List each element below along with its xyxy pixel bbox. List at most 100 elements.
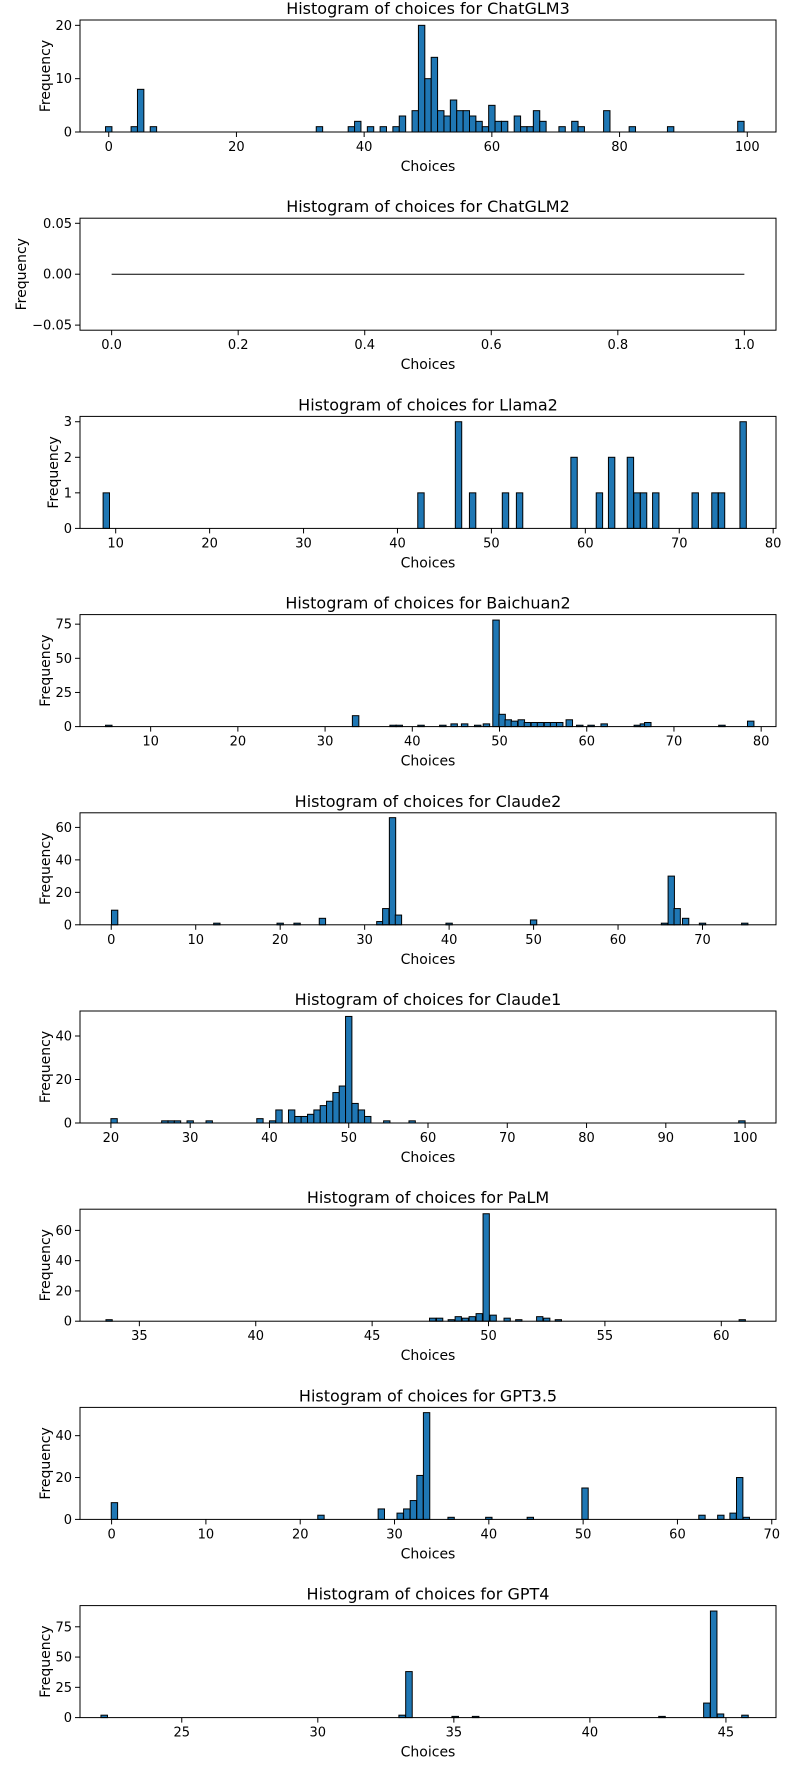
- histogram-bar: [294, 1115, 302, 1124]
- x-tick-label: 30: [182, 1131, 199, 1146]
- axes-frame: [79, 415, 777, 529]
- x-axis-label: Choices: [401, 1745, 456, 1761]
- x-tick-label: 70: [763, 1527, 780, 1542]
- histogram-bar: [382, 908, 390, 926]
- histogram-bar: [307, 1113, 315, 1124]
- histogram-bar: [498, 713, 506, 728]
- y-tick-label: 40: [55, 853, 72, 868]
- x-tick-label: 20: [103, 1131, 120, 1146]
- histogram-bar: [357, 1109, 366, 1124]
- histogram-bar: [501, 492, 510, 529]
- histogram-bar: [639, 492, 648, 529]
- histogram-bar: [318, 917, 327, 926]
- x-tick-label: 80: [753, 735, 770, 750]
- histogram-bar: [595, 492, 604, 529]
- histogram-bar: [536, 722, 545, 728]
- x-tick-label: 30: [317, 735, 334, 750]
- histogram-bar: [424, 78, 432, 133]
- y-tick-label: 40: [55, 1429, 72, 1444]
- chart-panel-4: Histogram of choices for Baichuan2 10 20 30…: [38, 594, 777, 770]
- chart-title: Histogram of choices for ChatGLM3: [286, 0, 570, 18]
- y-axis-label: Frequency: [38, 833, 54, 905]
- y-tick-label: 0: [64, 918, 72, 933]
- y-tick-label: 3: [64, 415, 72, 430]
- x-tick-label: 10: [187, 933, 204, 948]
- y-tick-label: 50: [55, 652, 72, 667]
- chart-panel-2: Histogram of choices for ChatGLM2 0.0 0.2 0…: [14, 197, 777, 373]
- histogram-bar: [626, 456, 635, 529]
- histogram-bar: [717, 492, 726, 529]
- histogram-bar: [345, 1015, 353, 1124]
- histogram-bar: [430, 56, 439, 133]
- chart-panel-1: Histogram of choices for ChatGLM3 0 20 40 60…: [38, 0, 777, 175]
- x-tick-label: 20: [230, 735, 247, 750]
- histogram-bar: [571, 120, 579, 133]
- histogram-bar: [351, 715, 360, 728]
- axes-frame: [79, 1208, 777, 1322]
- histogram-bar: [105, 126, 113, 133]
- x-tick-label: 100: [733, 1131, 758, 1146]
- histogram-bar: [462, 110, 471, 133]
- x-axis-label: Choices: [401, 754, 456, 770]
- histogram-bar: [475, 120, 483, 133]
- axes-frame: [79, 1605, 777, 1719]
- x-tick-label: 10: [198, 1527, 215, 1542]
- histogram-bar: [517, 719, 526, 728]
- histogram-bar: [607, 456, 616, 529]
- histogram-bar: [652, 492, 660, 529]
- histogram-bar: [416, 1474, 424, 1520]
- histogram-bar: [475, 1313, 483, 1322]
- histogram-bar: [443, 115, 451, 133]
- histogram-bar: [513, 115, 522, 133]
- histogram-bar: [454, 1316, 462, 1322]
- histogram-bar: [468, 492, 477, 529]
- histogram-bar: [326, 1100, 334, 1124]
- x-axis-label: Choices: [401, 1546, 456, 1562]
- x-axis-label: Choices: [401, 159, 456, 175]
- chart-title: Histogram of choices for Llama2: [298, 395, 558, 414]
- histogram-bar: [313, 1109, 321, 1124]
- histogram-bar: [315, 126, 324, 133]
- histogram-bar: [532, 110, 541, 133]
- x-tick-label: 30: [386, 1527, 403, 1542]
- y-tick-label: 0: [64, 126, 72, 141]
- histogram-bar: [287, 1109, 296, 1124]
- x-tick-label: 50: [480, 1329, 497, 1344]
- histogram-bar: [392, 126, 400, 133]
- axes-frame: [79, 812, 777, 926]
- histogram-bar: [510, 720, 519, 728]
- x-tick-label: 1.0: [734, 338, 755, 353]
- histogram-bar: [398, 115, 407, 133]
- histogram-bar: [739, 421, 747, 529]
- histogram-bar: [543, 722, 552, 728]
- x-tick-label: 40: [441, 933, 458, 948]
- histogram-bar: [698, 1514, 706, 1520]
- y-tick-label: 40: [55, 1254, 72, 1269]
- chart-title: Histogram of choices for PaLM: [307, 1188, 549, 1207]
- histogram-bar: [628, 126, 637, 133]
- x-tick-label: 30: [295, 536, 312, 551]
- histogram-bar: [411, 110, 419, 133]
- histogram-bar: [581, 1487, 589, 1520]
- histogram-bar: [469, 115, 477, 133]
- histogram-bar: [673, 908, 681, 926]
- y-tick-label: 20: [55, 1471, 72, 1486]
- x-tick-label: 70: [666, 735, 683, 750]
- histogram-bar: [351, 1102, 359, 1124]
- histogram-bar: [136, 88, 145, 133]
- y-tick-label: 40: [55, 1030, 72, 1045]
- histogram-bar: [711, 492, 719, 529]
- histogram-bar: [558, 126, 566, 133]
- histogram-bar: [338, 1085, 347, 1124]
- histogram-bar: [549, 722, 558, 728]
- x-tick-label: 60: [578, 735, 595, 750]
- histogram-bar: [691, 492, 699, 529]
- histogram-bar: [709, 1610, 718, 1719]
- y-axis-label: Frequency: [38, 634, 54, 706]
- histogram-bar: [332, 1092, 340, 1124]
- histogram-bar: [492, 619, 500, 728]
- histogram-bar: [536, 1316, 544, 1322]
- x-tick-label: 45: [718, 1726, 735, 1741]
- x-tick-label: 50: [340, 1131, 357, 1146]
